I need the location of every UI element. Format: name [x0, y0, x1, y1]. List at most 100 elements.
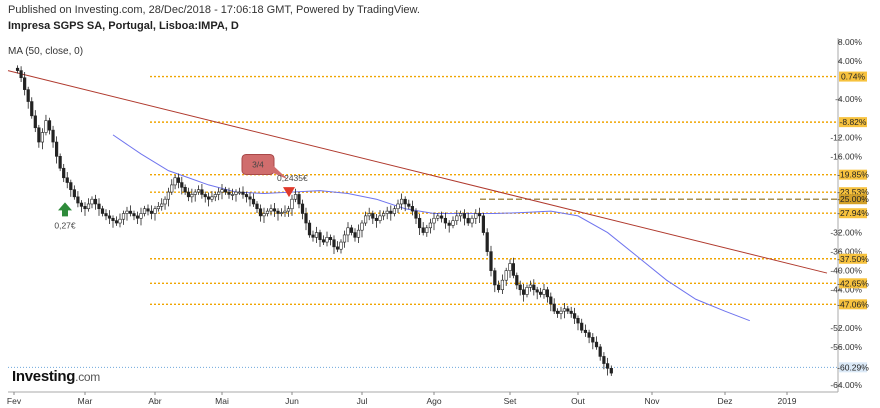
current-price-label: -60.29% — [837, 362, 869, 372]
candle-body — [104, 213, 108, 217]
candle-body — [353, 232, 357, 238]
candle-body — [255, 203, 259, 210]
candle-body — [135, 215, 140, 219]
candle-body — [549, 296, 553, 305]
candle — [470, 215, 474, 228]
badge-pointer — [272, 164, 288, 180]
candle — [451, 216, 455, 229]
candle — [251, 193, 256, 207]
candle — [146, 204, 150, 216]
candle — [58, 153, 62, 172]
level-label: 0.74% — [841, 72, 866, 82]
candle — [545, 286, 549, 303]
candle-body — [269, 208, 273, 212]
candle-body — [180, 182, 184, 188]
candle-body — [40, 132, 44, 143]
candle — [521, 284, 526, 302]
candle-body — [439, 215, 444, 219]
candle — [466, 212, 470, 226]
candle — [360, 220, 364, 238]
candle — [104, 209, 108, 221]
candle-body — [332, 239, 336, 248]
candle — [160, 198, 164, 211]
candle — [500, 274, 505, 295]
candle — [436, 213, 440, 222]
candle-body — [403, 198, 407, 205]
candle-body — [176, 177, 181, 183]
candle — [163, 196, 167, 210]
candle — [125, 206, 129, 221]
candle-body — [552, 303, 556, 312]
x-tick-label: Set — [504, 396, 517, 406]
candle — [462, 209, 467, 226]
candle-body — [111, 217, 115, 221]
candle — [223, 186, 228, 195]
candle — [30, 97, 34, 119]
candle-body — [186, 191, 191, 198]
candle — [311, 230, 315, 242]
candle-body — [23, 77, 27, 90]
candle — [153, 205, 157, 221]
candle-body — [489, 251, 493, 271]
candle-body — [213, 194, 217, 198]
candle-body — [562, 308, 566, 312]
candle-body — [30, 101, 34, 117]
candle-body — [594, 341, 599, 348]
candle — [576, 315, 580, 331]
candle — [293, 188, 298, 203]
candle-body — [293, 194, 298, 200]
level-label: -42.65% — [837, 278, 869, 288]
candle — [381, 210, 386, 221]
candle-body — [262, 213, 266, 217]
candle — [33, 110, 37, 133]
candle — [241, 186, 245, 199]
candle — [542, 284, 546, 299]
candle — [335, 241, 340, 253]
candle — [385, 206, 389, 220]
level-label-box — [839, 208, 867, 219]
candle — [572, 307, 577, 325]
candle-body — [237, 191, 242, 194]
candle — [135, 211, 140, 224]
candle — [538, 287, 543, 298]
candle — [410, 200, 415, 216]
candle-body — [265, 210, 270, 214]
candle — [272, 203, 277, 217]
candle — [227, 187, 231, 199]
candle — [26, 86, 30, 109]
candle — [496, 280, 501, 293]
candle — [290, 194, 294, 216]
candle — [549, 292, 553, 312]
candle-body — [196, 189, 201, 193]
indicator-legend: MA (50, close, 0) — [8, 46, 84, 57]
badge-box — [241, 153, 275, 175]
candle-body — [227, 191, 231, 195]
candle — [314, 226, 319, 244]
candle — [518, 280, 522, 296]
candle — [210, 191, 214, 203]
sell-price-label: 0,2435€ — [277, 173, 308, 183]
candle-body — [518, 284, 522, 291]
x-tick-label: Abr — [148, 396, 161, 406]
candle — [349, 224, 354, 236]
candle — [485, 228, 489, 256]
candle — [230, 188, 235, 201]
candle-body — [142, 208, 147, 214]
candle-body — [392, 208, 397, 214]
y-tick-label: 4.00% — [838, 56, 863, 66]
candle-body — [26, 89, 30, 102]
candle — [403, 196, 407, 212]
candle-body — [244, 194, 249, 198]
candle-body — [297, 194, 301, 205]
y-tick-label: -44.00% — [830, 285, 862, 295]
candle-body — [521, 289, 526, 295]
candle — [190, 188, 194, 203]
candle-body — [346, 227, 350, 236]
candle-body — [385, 210, 389, 214]
buy-arrow-icon — [58, 202, 72, 217]
candle-body — [455, 215, 459, 221]
candle-body — [458, 213, 463, 217]
trendline — [7, 70, 828, 274]
level-label-box — [839, 253, 867, 264]
